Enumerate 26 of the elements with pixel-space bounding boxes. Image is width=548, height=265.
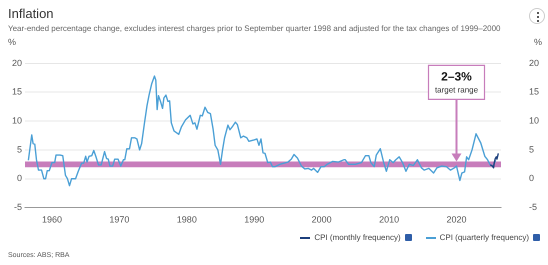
y2-axis-title: % (534, 36, 542, 47)
y2-tick-label: 20 (529, 58, 540, 68)
x-tick-label: 2000 (312, 214, 332, 224)
x-tick-label: 1970 (109, 214, 130, 224)
x-tick-label: 2020 (446, 214, 467, 224)
chart-title: Inflation (8, 6, 54, 21)
x-tick-label: 1990 (244, 214, 264, 224)
legend-label: CPI (quarterly frequency) (440, 233, 529, 242)
y-axis-title: % (8, 36, 16, 47)
x-tick-label: 1980 (176, 214, 197, 224)
y2-tick-label: 0 (529, 173, 534, 184)
y2-tick-label: 10 (529, 116, 540, 126)
x-tick-label: 2010 (379, 214, 400, 224)
y-tick-label: 0 (16, 173, 22, 184)
y-tick-label: 10 (12, 116, 22, 126)
chart-subtitle: Year-ended percentage change, excludes interest charges prior to September quarter 1998 and adjusted for the tax changes of 1999–2000 (8, 24, 500, 33)
y-tick-label: 20 (12, 58, 22, 68)
y2-tick-label: -5 (529, 202, 538, 212)
y-tick-label: -5 (14, 202, 22, 212)
y2-tick-label: 5 (529, 144, 534, 154)
y-tick-label: 15 (12, 86, 22, 97)
legend-label: CPI (monthly frequency) (314, 233, 401, 242)
y-tick-label: 5 (16, 144, 22, 154)
y2-tick-label: 15 (529, 86, 540, 97)
x-tick-label: 1960 (42, 214, 62, 224)
band-label: 2–3% target range (434, 69, 479, 94)
